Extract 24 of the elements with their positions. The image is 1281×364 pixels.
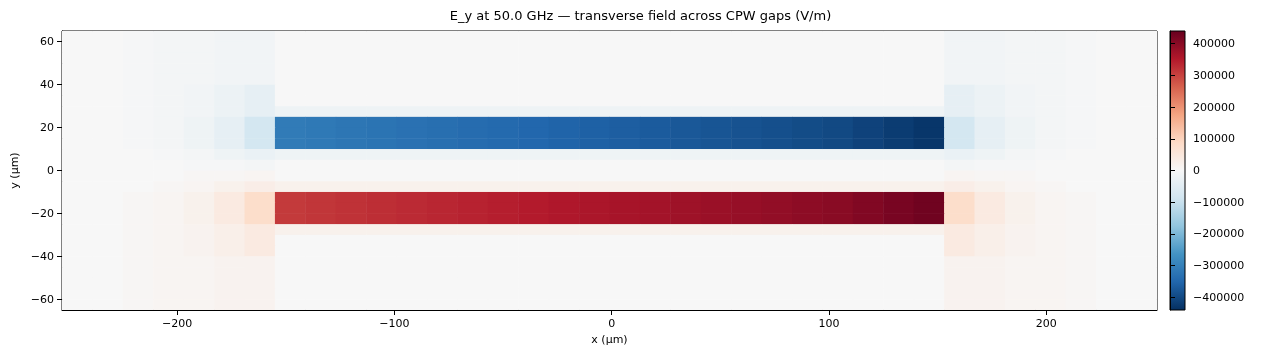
- color-bar-label: −300000: [1193, 259, 1245, 273]
- color-bar-label: −200000: [1193, 227, 1245, 241]
- y-tick-label: −60: [30, 292, 54, 306]
- color-bar-label: −100000: [1193, 195, 1245, 209]
- x-tick-label: −100: [379, 317, 410, 330]
- y-tick-label: −20: [30, 206, 54, 220]
- color-bar-label: 300000: [1193, 68, 1235, 82]
- color-bar-label: 100000: [1193, 132, 1235, 146]
- x-tick-label: −200: [162, 317, 193, 330]
- color-bar-label: −400000: [1193, 290, 1245, 304]
- y-tick-label: 0: [47, 164, 54, 177]
- x-tick-label: 100: [818, 317, 840, 330]
- y-tick-label: −40: [30, 249, 54, 263]
- y-axis-title: y (µm): [7, 152, 21, 189]
- x-axis-title: x (µm): [591, 333, 628, 346]
- x-tick-label: 200: [1035, 317, 1057, 330]
- y-tick-label: 40: [40, 78, 54, 92]
- color-bar-label: 200000: [1193, 100, 1235, 114]
- y-tick-label: 20: [40, 121, 54, 135]
- color-bar-label: 0: [1193, 164, 1200, 177]
- y-tick-label: 60: [40, 35, 54, 49]
- chart-title: E_y at 50.0 GHz — transverse field across CPW gaps (V/m): [449, 8, 832, 23]
- color-bar-label: 400000: [1193, 37, 1235, 51]
- x-tick-label: 0: [608, 317, 616, 330]
